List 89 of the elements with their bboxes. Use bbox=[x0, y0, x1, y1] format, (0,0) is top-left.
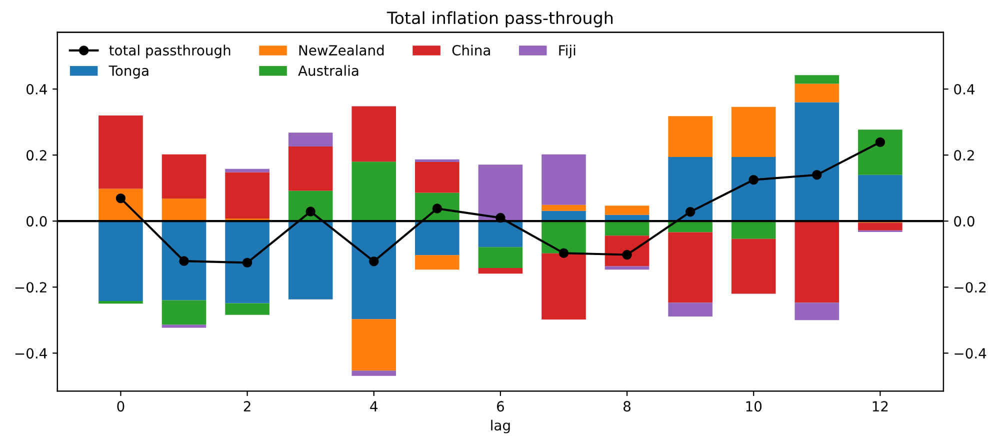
legend-label: Tonga bbox=[108, 66, 148, 79]
point bbox=[812, 170, 822, 180]
bar bbox=[352, 221, 396, 320]
bar bbox=[352, 370, 396, 376]
bar bbox=[794, 75, 840, 84]
bar bbox=[415, 162, 460, 193]
bar bbox=[352, 319, 396, 371]
bar bbox=[225, 172, 270, 218]
point bbox=[685, 206, 696, 217]
bar bbox=[858, 222, 902, 230]
legend-label: China bbox=[452, 44, 490, 56]
bar bbox=[415, 255, 460, 270]
bar bbox=[288, 132, 333, 146]
bar bbox=[225, 168, 270, 172]
bar bbox=[858, 130, 902, 175]
bar bbox=[731, 238, 776, 294]
bar bbox=[478, 268, 523, 274]
y-tick-label: 0.4 bbox=[26, 84, 47, 95]
legend-label: NewZealand bbox=[299, 44, 384, 56]
bar bbox=[162, 154, 206, 199]
x-axis-title: lag bbox=[491, 420, 510, 434]
bar bbox=[415, 159, 460, 162]
bar bbox=[225, 221, 270, 304]
point bbox=[369, 256, 379, 266]
y2-tick-label: 0.0 bbox=[954, 216, 974, 227]
y-tick-label: −0.2 bbox=[15, 282, 46, 293]
bar bbox=[794, 84, 840, 102]
point bbox=[242, 258, 252, 268]
point bbox=[558, 248, 569, 258]
bar bbox=[352, 162, 396, 222]
chart-title: Total inflation pass-through bbox=[386, 11, 613, 28]
bar bbox=[162, 198, 206, 222]
x-tick-label: 6 bbox=[496, 401, 504, 412]
bar bbox=[858, 174, 902, 222]
bar bbox=[225, 303, 270, 315]
x-tick-label: 12 bbox=[872, 401, 888, 412]
x-tick-label: 8 bbox=[624, 401, 630, 412]
x-tick-label: 0 bbox=[117, 401, 124, 412]
bar bbox=[668, 116, 712, 158]
bar bbox=[794, 302, 840, 320]
bar bbox=[288, 146, 333, 191]
y2-tick-label: 0.2 bbox=[954, 150, 974, 161]
bar bbox=[288, 221, 333, 300]
bar bbox=[542, 154, 586, 205]
bar bbox=[604, 206, 650, 215]
bar bbox=[542, 204, 586, 211]
bar bbox=[604, 266, 650, 270]
legend-label: total passthrough bbox=[109, 44, 230, 58]
point bbox=[748, 174, 758, 185]
point bbox=[432, 204, 442, 214]
legend-label: Australia bbox=[298, 65, 358, 76]
y-tick-label: 0.0 bbox=[26, 216, 47, 227]
y-tick-label: −0.4 bbox=[15, 348, 47, 359]
y-tick-label: 0.2 bbox=[26, 150, 46, 161]
point bbox=[116, 193, 126, 204]
bar bbox=[98, 300, 143, 304]
x-tick-label: 2 bbox=[244, 401, 250, 412]
y2-tick-label: −0.4 bbox=[954, 348, 986, 359]
bar bbox=[478, 221, 523, 248]
point bbox=[496, 212, 506, 223]
x-tick-label: 4 bbox=[370, 401, 378, 412]
bar bbox=[794, 102, 840, 222]
bar bbox=[162, 300, 206, 325]
bar bbox=[604, 221, 650, 236]
bar bbox=[542, 221, 586, 254]
bar bbox=[731, 221, 776, 239]
bar bbox=[478, 164, 523, 222]
bar bbox=[794, 221, 840, 303]
point bbox=[622, 250, 632, 260]
bar bbox=[731, 157, 776, 222]
bar bbox=[162, 221, 206, 300]
point bbox=[179, 256, 189, 266]
y2-tick-label: 0.4 bbox=[954, 84, 974, 95]
point bbox=[306, 206, 316, 216]
y2-tick-label: −0.2 bbox=[954, 282, 986, 293]
bar bbox=[668, 232, 712, 303]
bar bbox=[98, 115, 143, 189]
bar bbox=[542, 253, 586, 320]
bar bbox=[352, 106, 396, 162]
bar bbox=[478, 247, 523, 268]
x-tick-label: 10 bbox=[746, 401, 762, 412]
point bbox=[875, 137, 886, 148]
bar bbox=[98, 221, 143, 301]
bar bbox=[668, 302, 712, 316]
bar bbox=[415, 221, 460, 256]
bar bbox=[731, 106, 776, 158]
legend-label: Fiji bbox=[559, 44, 576, 58]
bar bbox=[162, 324, 206, 328]
bar bbox=[668, 157, 712, 222]
